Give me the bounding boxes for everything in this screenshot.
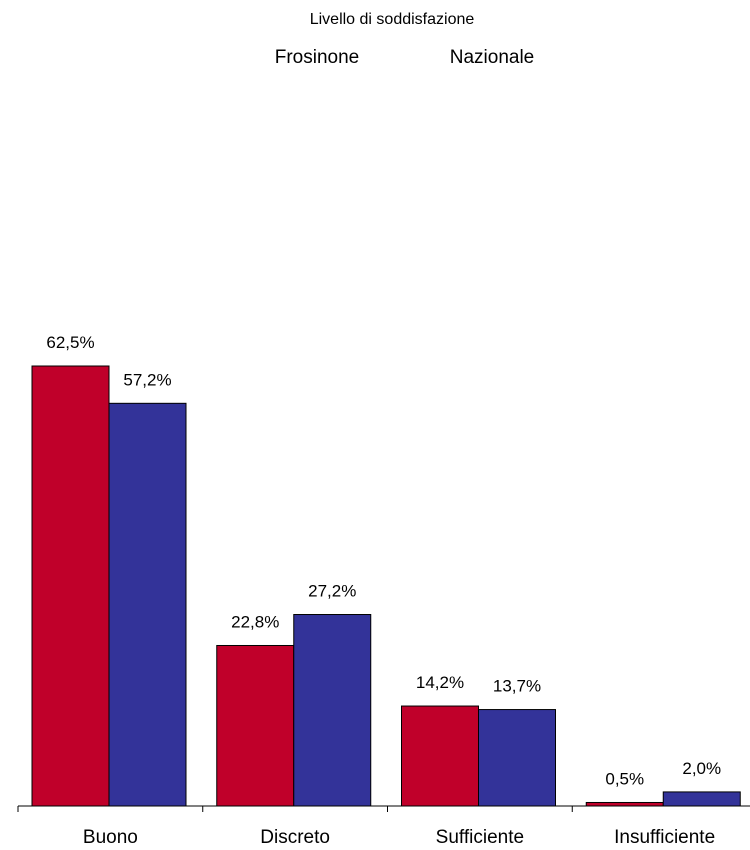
category-label: Discreto <box>260 827 330 848</box>
bars-group <box>31 365 741 807</box>
category-labels-group: Buono Discreto Sufficiente Insufficiente <box>83 827 715 848</box>
value-labels-group: 62,5% 57,2% 22,8% 27,2% 14,2% 13,7% 0,5% 2,0% <box>46 333 721 788</box>
x-axis-ticks <box>17 806 573 812</box>
bar-nazionale-sufficiente <box>478 709 556 807</box>
bar-frosinone-insufficiente <box>585 801 664 807</box>
category-label: Sufficiente <box>436 827 524 848</box>
bar-frosinone-buono <box>31 365 110 807</box>
legend-entry-frosinone: Frosinone <box>275 47 360 68</box>
data-label: 57,2% <box>123 370 171 389</box>
bar-frosinone-sufficiente <box>401 705 479 807</box>
bar-nazionale-buono <box>108 402 187 807</box>
data-label: 27,2% <box>308 582 356 601</box>
data-label: 13,7% <box>493 677 541 696</box>
category-label: Buono <box>83 827 138 848</box>
chart-title: Livello di soddisfazione <box>310 11 475 28</box>
bar-frosinone-discreto <box>216 644 295 807</box>
data-label: 62,5% <box>46 333 94 352</box>
bar-nazionale-discreto <box>293 614 372 807</box>
data-label: 22,8% <box>231 612 279 631</box>
data-label: 0,5% <box>605 769 644 788</box>
legend-entry-nazionale: Nazionale <box>450 47 535 68</box>
category-label: Insufficiente <box>614 827 715 848</box>
data-label: 2,0% <box>682 759 721 778</box>
data-label: 14,2% <box>416 673 464 692</box>
bar-nazionale-insufficiente <box>662 791 741 807</box>
